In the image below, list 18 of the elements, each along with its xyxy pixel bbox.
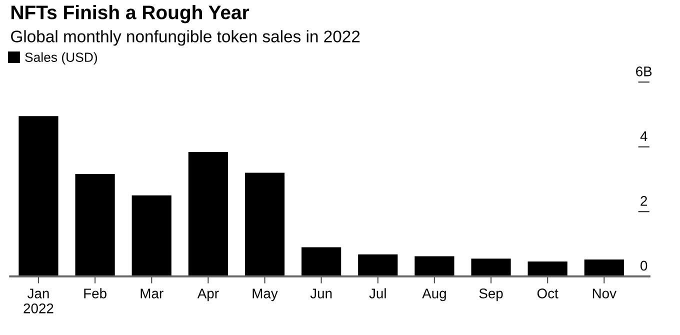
chart-subtitle: Global monthly nonfungible token sales in 2022 [11,30,360,46]
x-tick-label: Aug [422,288,446,302]
x-tick-label: Nov [592,288,616,298]
x-tick-label: Jun [310,288,332,298]
x-tick-label: Jan 2022 [24,288,54,314]
chart-title: NFTs Finish a Rough Year [12,5,250,24]
y-tick-label: 0 [640,260,648,271]
x-tick-label: Sep [479,288,503,302]
y-tick-label: 6B [636,66,652,76]
x-tick-label: Feb [84,288,106,298]
x-tick-label: May [252,288,278,302]
x-tick-label: Oct [537,288,558,298]
y-tick-label: 2 [640,196,648,206]
x-tick-label: Jul [369,288,386,298]
y-tick-label: 4 [640,131,648,141]
x-tick-label: Mar [140,288,164,298]
x-tick-label: Apr [197,288,219,302]
legend-label: Sales (USD) [25,52,98,65]
